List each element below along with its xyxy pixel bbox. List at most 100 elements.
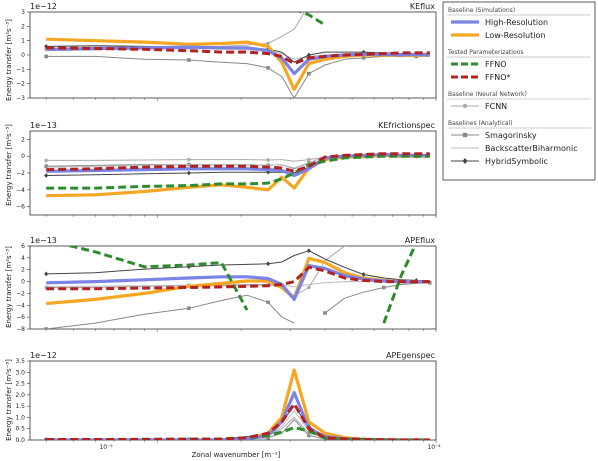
- series-point-hyb: [44, 271, 49, 277]
- series-point-hyb: [186, 264, 191, 270]
- y-axis-label: Energy transfer [m²s⁻³]: [5, 124, 13, 206]
- legend-group-header: Baselines (Analytical): [448, 120, 513, 127]
- legend-box: [442, 1, 596, 181]
- series-point-smag: [307, 433, 311, 438]
- series-point-fcnn: [307, 3, 311, 7]
- y-tick-label: −3: [16, 95, 25, 102]
- series-point-smag: [44, 54, 48, 59]
- y-axis-label: Energy transfer [m²s⁻³]: [5, 359, 13, 441]
- y-tick-label: 3.0: [15, 369, 25, 376]
- x-tick-label: 10⁻⁵: [99, 444, 113, 451]
- panel-apeflux: 1e−13 APEflux Energy transfer [m²s⁻³] −8…: [5, 236, 437, 333]
- y-tick-label: 0: [21, 153, 25, 160]
- series-point-hyb: [266, 261, 271, 267]
- y-tick-label: 2: [21, 267, 25, 274]
- series-line-ffnos: [46, 152, 430, 173]
- panel-kefrictionspec: 1e−13 KEfrictionspec Energy transfer [m²…: [5, 121, 437, 218]
- panel-title: KEfrictionspec: [378, 121, 435, 130]
- series-point-fcnn: [307, 285, 311, 290]
- series-point-smag: [307, 71, 311, 76]
- y-tick-label: −2: [16, 170, 25, 177]
- legend-label-ffnos: FFNO*: [485, 73, 510, 82]
- series-line-hyb: [46, 405, 430, 440]
- legend-label-bsb: BackscatterBiharmonic: [485, 144, 578, 153]
- series-line-ffnos: [46, 265, 430, 291]
- series-line-lr: [46, 368, 430, 440]
- y-tick-label: 1: [21, 38, 25, 45]
- series-point-smag: [187, 58, 191, 62]
- series-line-ffnos: [46, 402, 430, 440]
- series-line-ffno: [64, 246, 417, 324]
- panel-keflux: 1e−12 KEflux Energy transfer [m²s⁻³] −3 −…: [5, 2, 437, 102]
- series-point-hyb: [186, 170, 191, 176]
- series-point-fcnn: [307, 157, 311, 162]
- legend-label-fcnn: FCNN: [485, 102, 507, 111]
- series-point-smag: [266, 435, 270, 440]
- series-line-ffnos: [46, 46, 430, 66]
- plot-frame: [29, 130, 437, 216]
- panel-title: KEflux: [410, 2, 435, 11]
- series-line-smag: [46, 282, 430, 329]
- series-point-hyb: [306, 52, 311, 58]
- y-tick-label: −1: [16, 66, 25, 73]
- plot-frame: [29, 245, 437, 330]
- legend-group-header: Baseline (Neural Network): [448, 91, 527, 98]
- panel-apegenspec: 1e−12 APEgenspec Energy transfer [m²s⁻³]…: [5, 351, 441, 459]
- legend-label-hr: High-Resolution: [485, 18, 548, 27]
- series-line-ffno: [297, 12, 326, 27]
- y-tick-label: −8: [16, 326, 25, 333]
- series-point-smag: [44, 327, 48, 329]
- series-point-smag: [187, 306, 191, 311]
- y-tick-label: −6: [16, 314, 25, 321]
- legend-group-header: Baseline (Simulations): [448, 7, 515, 14]
- series-line-smag: [46, 55, 430, 98]
- legend-label-hyb: HybridSymbolic: [485, 157, 548, 166]
- y-tick-label: −2: [16, 81, 25, 88]
- y-tick-label: 2.0: [15, 392, 25, 399]
- series-point-smag: [323, 311, 327, 315]
- panel-title: APEflux: [405, 236, 435, 245]
- series-point-fcnn: [266, 158, 270, 162]
- y-tick-label: −4: [16, 187, 25, 194]
- series-line-lr: [46, 153, 430, 198]
- series-point-hyb: [44, 173, 49, 178]
- offset-label: 1e−13: [30, 121, 57, 130]
- series-point-smag: [266, 66, 270, 70]
- series-line-ffno: [46, 154, 430, 190]
- series-point-fcnn: [266, 41, 270, 46]
- series-point-smag: [361, 56, 366, 60]
- y-tick-label: 0: [21, 279, 25, 286]
- legend-label-lr: Low-Resolution: [485, 31, 545, 40]
- legend-label-ffno: FFNO: [485, 60, 506, 69]
- y-tick-label: 1.0: [15, 414, 25, 421]
- series-line-hr: [46, 45, 430, 76]
- y-tick-label: 2: [21, 136, 25, 143]
- series-line-fcnn: [46, 416, 430, 440]
- y-tick-label: −4: [16, 302, 25, 309]
- y-tick-label: 0: [21, 52, 25, 59]
- series-point-hyb: [266, 169, 271, 175]
- series-line-hr: [46, 391, 430, 440]
- y-tick-label: 4: [21, 255, 25, 262]
- series-point-hyb: [361, 272, 366, 277]
- y-axis-label: Energy transfer [m²s⁻³]: [5, 246, 13, 328]
- y-tick-label: −6: [16, 204, 25, 211]
- series-line-hyb: [46, 250, 430, 282]
- offset-label: 1e−12: [30, 2, 57, 11]
- legend-label-smag: Smagorinsky: [485, 131, 537, 140]
- y-tick-label: 1.5: [15, 403, 25, 410]
- series-point-hyb: [306, 248, 311, 254]
- legend-group-header: Tested Parameterizations: [447, 49, 524, 56]
- series-point-fcnn: [362, 238, 366, 242]
- y-tick-label: 0.5: [15, 426, 25, 433]
- series-line-bsb: [46, 410, 430, 440]
- offset-label: 1e−13: [30, 236, 57, 245]
- y-tick-label: 6: [21, 243, 25, 250]
- panel-title: APEgenspec: [386, 351, 435, 360]
- y-tick-label: −2: [16, 290, 25, 297]
- y-axis-label: Energy transfer [m²s⁻³]: [5, 19, 13, 101]
- y-tick-label: 2.5: [15, 381, 25, 388]
- y-tick-label: 3: [21, 9, 25, 16]
- x-axis-label: Zonal wavenumber [m⁻¹]: [192, 451, 281, 459]
